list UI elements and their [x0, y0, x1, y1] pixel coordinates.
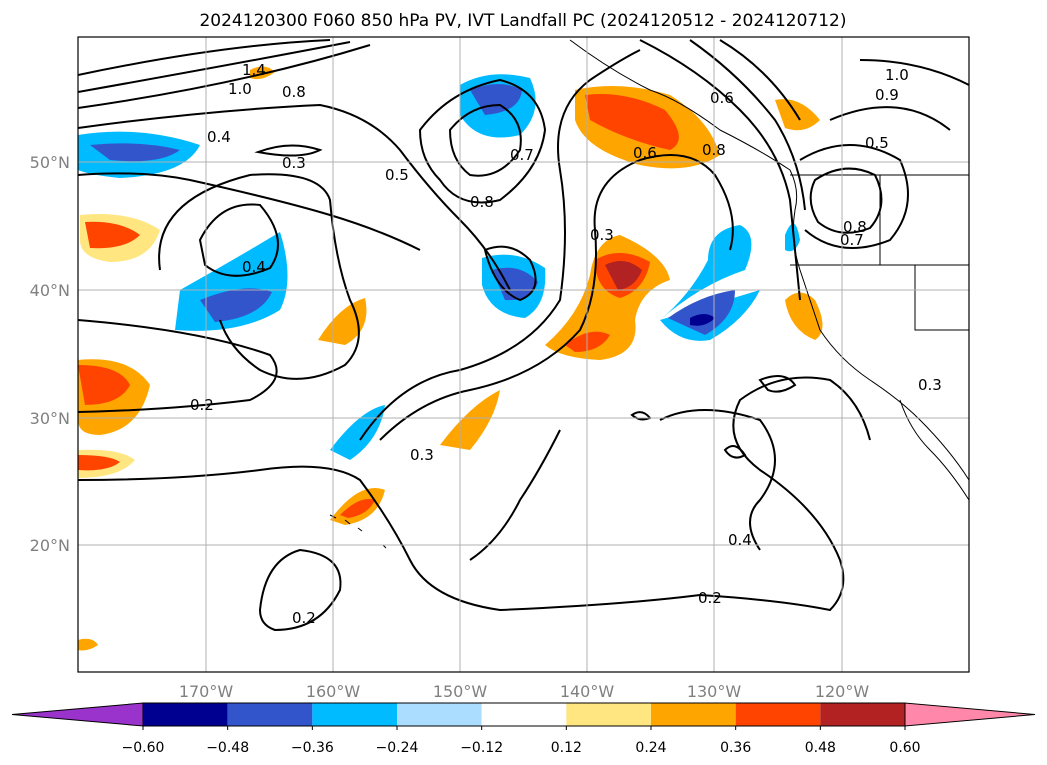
colorbar-segment: [312, 703, 397, 726]
contour-label: 1.4: [242, 61, 266, 79]
contour-label: 1.0: [228, 80, 252, 98]
colorbar-segment: [481, 703, 567, 726]
colorbar-tick-label: 0.48: [805, 740, 836, 756]
contour-label: 0.4: [728, 531, 752, 549]
lat-tick-labels: 50°N 40°N 30°N 20°N: [30, 153, 70, 555]
colorbar-outline: [142, 702, 906, 727]
colorbar-extend-high: [904, 702, 1036, 727]
colorbar-segment: [735, 703, 821, 726]
colorbar-tick-label: −0.48: [206, 740, 249, 756]
anomaly-positive: [78, 638, 98, 651]
contour-label: 0.8: [470, 193, 494, 211]
colorbar-segment: [651, 703, 736, 726]
anomaly-positive: [440, 390, 500, 450]
contour-label: 0.5: [385, 166, 409, 184]
anomaly-negative: [330, 405, 385, 460]
lat-tick-label: 30°N: [30, 409, 70, 428]
contour-label: 0.5: [865, 134, 889, 152]
colorbar-tick-label: 0.24: [635, 740, 666, 756]
contour-label: 0.4: [207, 128, 231, 146]
map-background: [78, 37, 969, 672]
coastlines: [329, 39, 969, 549]
colorbar-tick-label: 0.12: [551, 740, 582, 756]
contour-label: 1.0: [885, 66, 909, 84]
contour-label: 0.3: [410, 446, 434, 464]
colorbar-tick-label: −0.36: [291, 740, 334, 756]
lon-tick-label: 150°W: [433, 682, 488, 701]
lon-tick-label: 160°W: [306, 682, 361, 701]
map-frame: [77, 36, 970, 673]
colorbar-segment: [143, 703, 228, 726]
colorbar-extend-low: [11, 702, 144, 727]
graticule: [78, 37, 969, 672]
contour-label: 0.8: [282, 83, 306, 101]
anomaly-negative: [660, 225, 760, 341]
colorbar-tick-label: −0.60: [122, 740, 165, 756]
contour-label: 0.6: [633, 144, 657, 162]
contour-label: 0.4: [242, 258, 266, 276]
lat-tick-label: 40°N: [30, 281, 70, 300]
anomaly-positive: [785, 292, 823, 340]
figure-title: 2024120300 F060 850 hPa PV, IVT Landfall…: [199, 11, 846, 31]
contour-label: 0.8: [843, 218, 867, 236]
lon-tick-label: 120°W: [815, 682, 870, 701]
colorbar-segment: [397, 703, 482, 726]
lon-tick-label: 170°W: [179, 682, 234, 701]
lat-tick-label: 50°N: [30, 153, 70, 172]
lon-tick-labels: 170°W 160°W 150°W 140°W 130°W 120°W: [179, 682, 870, 701]
colorbar-tick-label: 0.60: [889, 740, 920, 756]
lon-tick-label: 140°W: [560, 682, 615, 701]
colorbar-segment: [566, 703, 651, 726]
contour-label: 0.6: [710, 89, 734, 107]
contour-label: 0.3: [918, 376, 942, 394]
map-panel: 1.4 1.0 0.8 0.4 0.3 0.5 0.4 0.2 0.3 0.8 …: [30, 36, 970, 701]
anomaly-negative: [785, 223, 800, 252]
contour-labels: 1.4 1.0 0.8 0.4 0.3 0.5 0.4 0.2 0.3 0.8 …: [190, 61, 942, 627]
contour-label: 0.2: [698, 589, 722, 607]
colorbar-tick-label: −0.12: [460, 740, 503, 756]
colorbar-tick-label: −0.24: [376, 740, 419, 756]
contour-label: 0.7: [840, 231, 864, 249]
colorbar-segments: [11, 702, 1036, 727]
pv-anomaly-fills: [78, 66, 823, 651]
pv-contours: [78, 39, 969, 632]
colorbar-tick-label: 0.36: [720, 740, 751, 756]
contour-label: 0.2: [190, 396, 214, 414]
colorbar-segment: [227, 703, 313, 726]
contour-label: 0.3: [282, 154, 306, 172]
contour-label: 0.9: [875, 86, 899, 104]
colorbar: −0.60 −0.48 −0.36 −0.24 −0.12 0.12 0.24 0.36 0.4…: [11, 702, 1036, 756]
colorbar-segment: [820, 703, 905, 726]
contour-label: 0.8: [702, 141, 726, 159]
lon-tick-label: 130°W: [687, 682, 742, 701]
contour-label: 0.2: [292, 609, 316, 627]
contour-label: 0.3: [590, 226, 614, 244]
colorbar-ticks: −0.60 −0.48 −0.36 −0.24 −0.12 0.12 0.24 0.36 0.4…: [122, 726, 921, 756]
contour-label: 0.7: [510, 146, 534, 164]
lat-tick-label: 20°N: [30, 536, 70, 555]
